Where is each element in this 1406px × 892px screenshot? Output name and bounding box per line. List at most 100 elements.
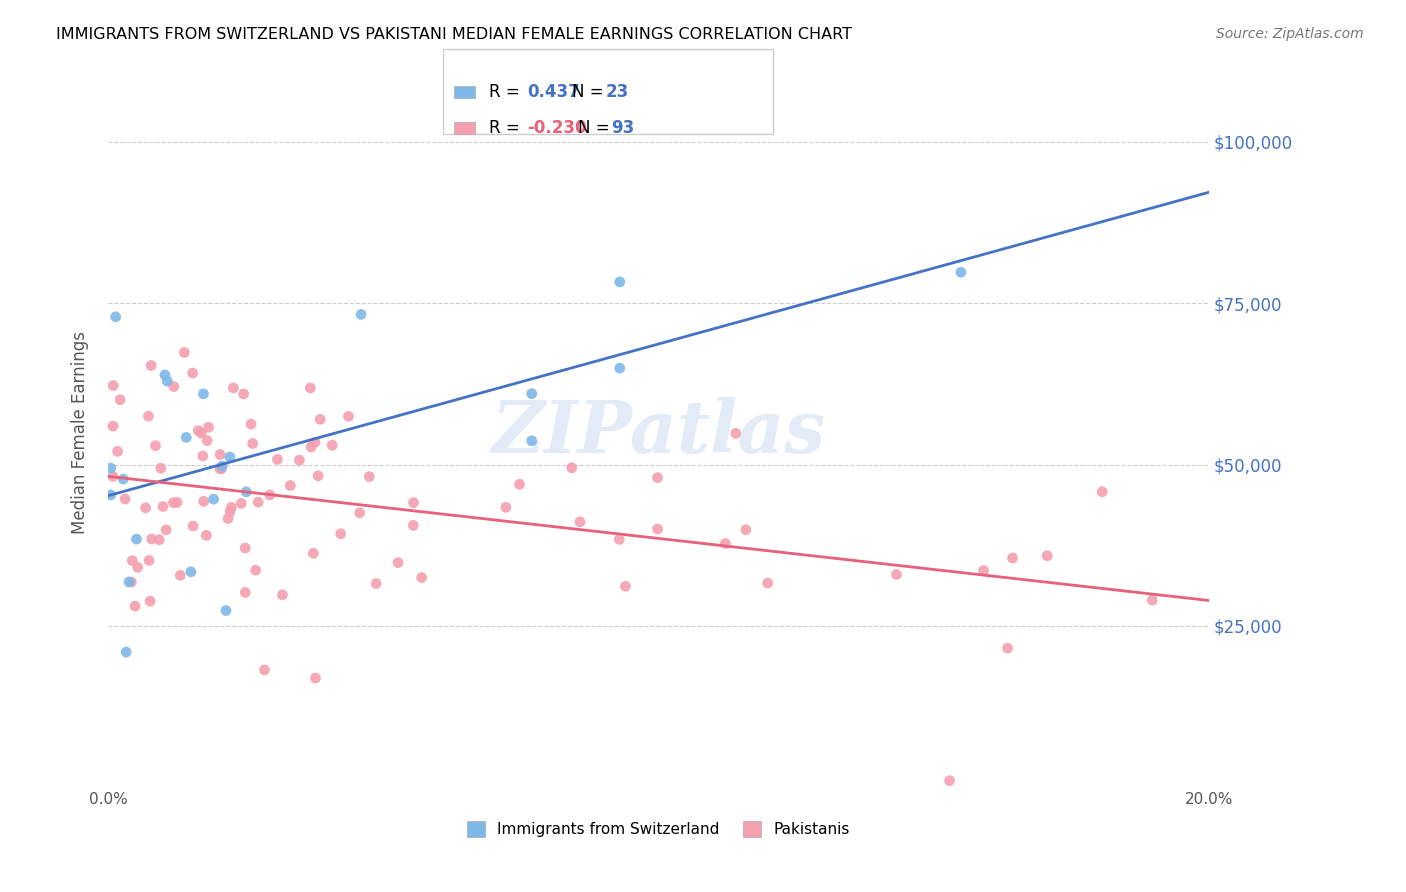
Point — [607, 533, 630, 547]
Point — [101, 469, 124, 483]
Point — [997, 641, 1019, 656]
Point — [266, 452, 288, 467]
Point — [197, 420, 219, 434]
Point — [288, 453, 311, 467]
Point — [1142, 593, 1164, 607]
Point — [173, 345, 195, 359]
Point — [120, 575, 142, 590]
Point — [139, 594, 162, 608]
Point — [155, 523, 177, 537]
Point — [166, 495, 188, 509]
Point — [299, 440, 322, 454]
Point — [350, 307, 373, 321]
Point — [231, 496, 253, 510]
Text: N =: N = — [578, 119, 614, 136]
Point — [209, 461, 232, 475]
Text: R =: R = — [489, 83, 526, 101]
Point — [217, 511, 239, 525]
Text: -0.230: -0.230 — [527, 119, 586, 136]
Point — [135, 500, 157, 515]
Point — [337, 409, 360, 424]
Point — [307, 468, 329, 483]
Point — [104, 310, 127, 324]
Point — [219, 505, 242, 519]
Point — [245, 563, 267, 577]
Text: 93: 93 — [612, 119, 636, 136]
Point — [152, 500, 174, 514]
Text: IMMIGRANTS FROM SWITZERLAND VS PAKISTANI MEDIAN FEMALE EARNINGS CORRELATION CHAR: IMMIGRANTS FROM SWITZERLAND VS PAKISTANI… — [56, 27, 852, 42]
Point — [202, 492, 225, 507]
Point — [108, 392, 131, 407]
Point — [180, 565, 202, 579]
Text: 0.437: 0.437 — [527, 83, 581, 101]
Point — [561, 460, 583, 475]
Point — [124, 599, 146, 613]
Point — [125, 532, 148, 546]
Point — [756, 576, 779, 591]
Point — [973, 564, 995, 578]
Point — [162, 496, 184, 510]
Point — [259, 488, 281, 502]
Point — [366, 576, 388, 591]
Point — [402, 518, 425, 533]
Point — [242, 436, 264, 450]
Point — [127, 560, 149, 574]
Point — [647, 522, 669, 536]
Point — [233, 541, 256, 555]
Point — [118, 574, 141, 589]
Point — [609, 361, 631, 376]
Point — [156, 374, 179, 388]
Point — [101, 419, 124, 434]
Point — [509, 477, 531, 491]
Point — [253, 663, 276, 677]
Point — [174, 430, 197, 444]
Point — [520, 434, 543, 448]
Point — [139, 359, 162, 373]
Text: R =: R = — [489, 119, 526, 136]
Point — [209, 448, 232, 462]
Point — [309, 412, 332, 426]
Point — [321, 438, 343, 452]
Point — [247, 495, 270, 509]
Point — [100, 461, 122, 475]
Point — [141, 532, 163, 546]
Point — [329, 526, 352, 541]
Point — [195, 528, 218, 542]
Point — [235, 484, 257, 499]
Point — [100, 488, 122, 502]
Point — [949, 265, 972, 279]
Point — [349, 506, 371, 520]
Point — [121, 554, 143, 568]
Point — [387, 556, 409, 570]
Legend: Immigrants from Switzerland, Pakistanis: Immigrants from Switzerland, Pakistanis — [461, 815, 856, 843]
Point — [278, 478, 301, 492]
Point — [240, 417, 263, 431]
Point — [163, 379, 186, 393]
Point — [232, 387, 254, 401]
Point — [115, 645, 138, 659]
Point — [411, 571, 433, 585]
Point — [402, 496, 425, 510]
Point — [304, 671, 326, 685]
Point — [609, 275, 631, 289]
Point — [112, 472, 135, 486]
Point — [724, 426, 747, 441]
Point — [1001, 551, 1024, 566]
Point — [221, 500, 243, 515]
Point — [211, 462, 233, 476]
Point — [233, 585, 256, 599]
Point — [495, 500, 517, 515]
Point — [107, 444, 129, 458]
Text: Source: ZipAtlas.com: Source: ZipAtlas.com — [1216, 27, 1364, 41]
Point — [299, 381, 322, 395]
Point — [734, 523, 756, 537]
Point — [714, 536, 737, 550]
Point — [222, 381, 245, 395]
Point — [145, 439, 167, 453]
Point — [193, 494, 215, 508]
Point — [187, 424, 209, 438]
Point — [359, 469, 381, 483]
Y-axis label: Median Female Earnings: Median Female Earnings — [72, 331, 89, 533]
Point — [169, 568, 191, 582]
Point — [218, 450, 240, 464]
